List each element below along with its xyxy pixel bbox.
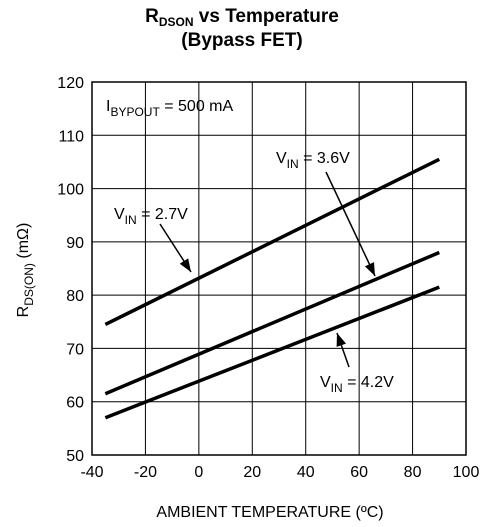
arrow-3-6v-leader <box>325 171 376 277</box>
tick-labels: -40 -20 0 20 40 60 80 100 50 60 70 80 90 100 110 120 <box>57 75 479 481</box>
annotations <box>159 171 376 368</box>
series-label-3-6v: VIN = 3.6V <box>276 150 350 171</box>
plot-frame <box>91 81 467 456</box>
y-axis-label: RDS(ON) (mΩ) <box>15 223 36 318</box>
series-lines <box>104 157 441 420</box>
y-tick-label: 70 <box>66 341 84 358</box>
series-line-1 <box>104 250 440 396</box>
x-tick-label: 100 <box>453 464 480 481</box>
x-axis-label: AMBIENT TEMPERATURE (ºC) <box>156 504 383 521</box>
y-tick-label: 120 <box>57 75 84 92</box>
x-tick-label: -20 <box>134 464 157 481</box>
series-line-0 <box>104 157 441 327</box>
x-tick-label: 60 <box>350 464 368 481</box>
x-tick-label: 40 <box>297 464 315 481</box>
y-tick-label: 110 <box>58 128 84 145</box>
arrow-2-7v-arrowhead <box>179 258 191 272</box>
x-tick-label: 20 <box>243 464 261 481</box>
y-tick-label: 50 <box>66 448 84 465</box>
arrow-4-2v-arrowhead <box>336 333 347 347</box>
y-tick-label: 90 <box>66 235 84 252</box>
series-label-2-7v: VIN = 2.7V <box>114 206 188 227</box>
grid <box>91 81 467 456</box>
series-label-4-2v: VIN = 4.2V <box>320 374 394 395</box>
condition-label: IBYPOUT = 500 mA <box>106 98 234 119</box>
series-line-2 <box>104 285 440 420</box>
x-tick-label: 0 <box>194 464 203 481</box>
y-tick-label: 60 <box>66 395 84 412</box>
chart-subtitle: (Bypass FET) <box>181 30 303 51</box>
x-tick-label: 80 <box>404 464 422 481</box>
chart-title: RDSON vs Temperature <box>145 6 339 29</box>
arrow-3-6v-arrowhead <box>364 262 375 276</box>
x-tick-label: -40 <box>80 464 103 481</box>
y-tick-label: 100 <box>57 182 84 199</box>
y-tick-label: 80 <box>66 288 84 305</box>
